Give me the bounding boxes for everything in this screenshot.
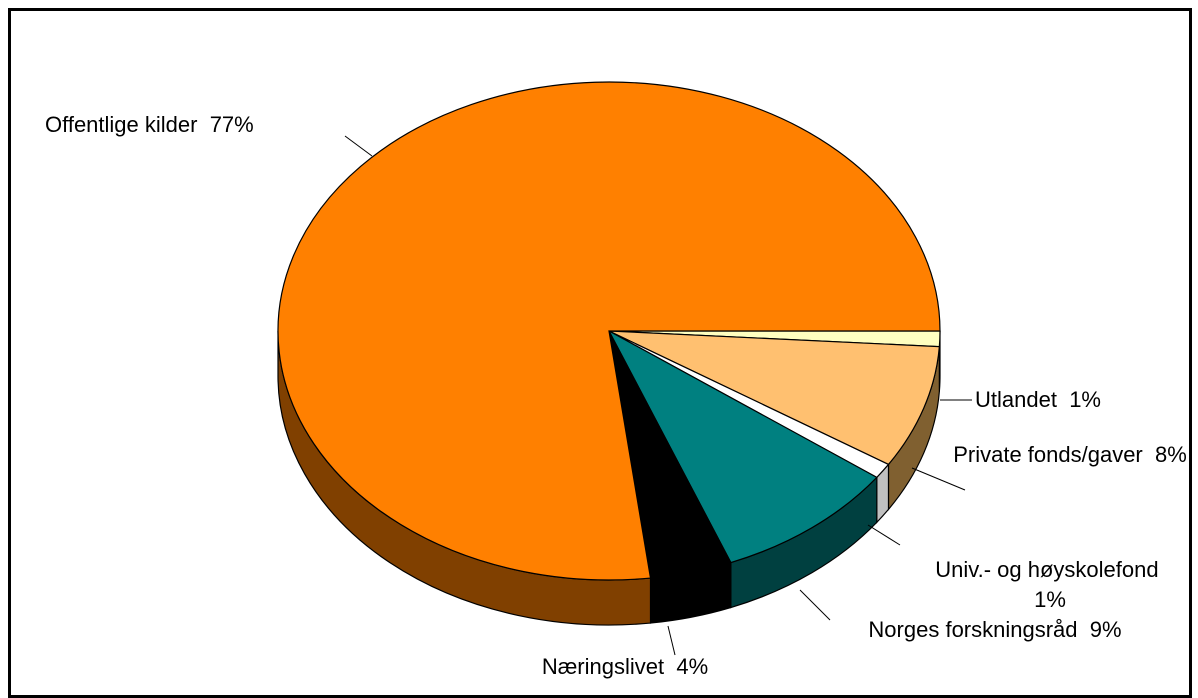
leader-line	[799, 589, 831, 621]
slice-label: Private fonds/gaver 8%	[950, 440, 1190, 470]
leader-line	[344, 135, 373, 157]
value-label: 8%	[1154, 442, 1187, 467]
slice-label: Univ.- og høyskolefond 1%	[930, 555, 1170, 615]
category-name: Næringslivet	[541, 654, 665, 679]
value-label: 1%	[1034, 587, 1066, 612]
value-label: 9%	[1089, 617, 1122, 642]
value-label: 4%	[676, 654, 709, 679]
category-name: Univ.- og høyskolefond	[935, 557, 1159, 582]
slice-label: Norges forskningsråd 9%	[800, 615, 1190, 645]
value-label: 1%	[1069, 387, 1101, 412]
slice	[607, 329, 878, 564]
leader-line	[667, 625, 676, 656]
slice	[608, 330, 940, 466]
slice-label: Offentlige kilder 77%	[45, 110, 385, 140]
value-label: 77%	[209, 112, 254, 137]
leader-line	[867, 524, 901, 546]
slice	[277, 81, 941, 581]
category-name: Private fonds/gaver	[953, 442, 1143, 467]
category-name: Offentlige kilder	[45, 112, 198, 137]
leader-line	[911, 467, 966, 491]
slice-label: Næringslivet 4%	[505, 652, 745, 682]
category-name: Utlandet	[975, 387, 1057, 412]
slice-label: Utlandet 1%	[975, 385, 1175, 415]
category-name: Norges forskningsråd	[868, 617, 1078, 642]
